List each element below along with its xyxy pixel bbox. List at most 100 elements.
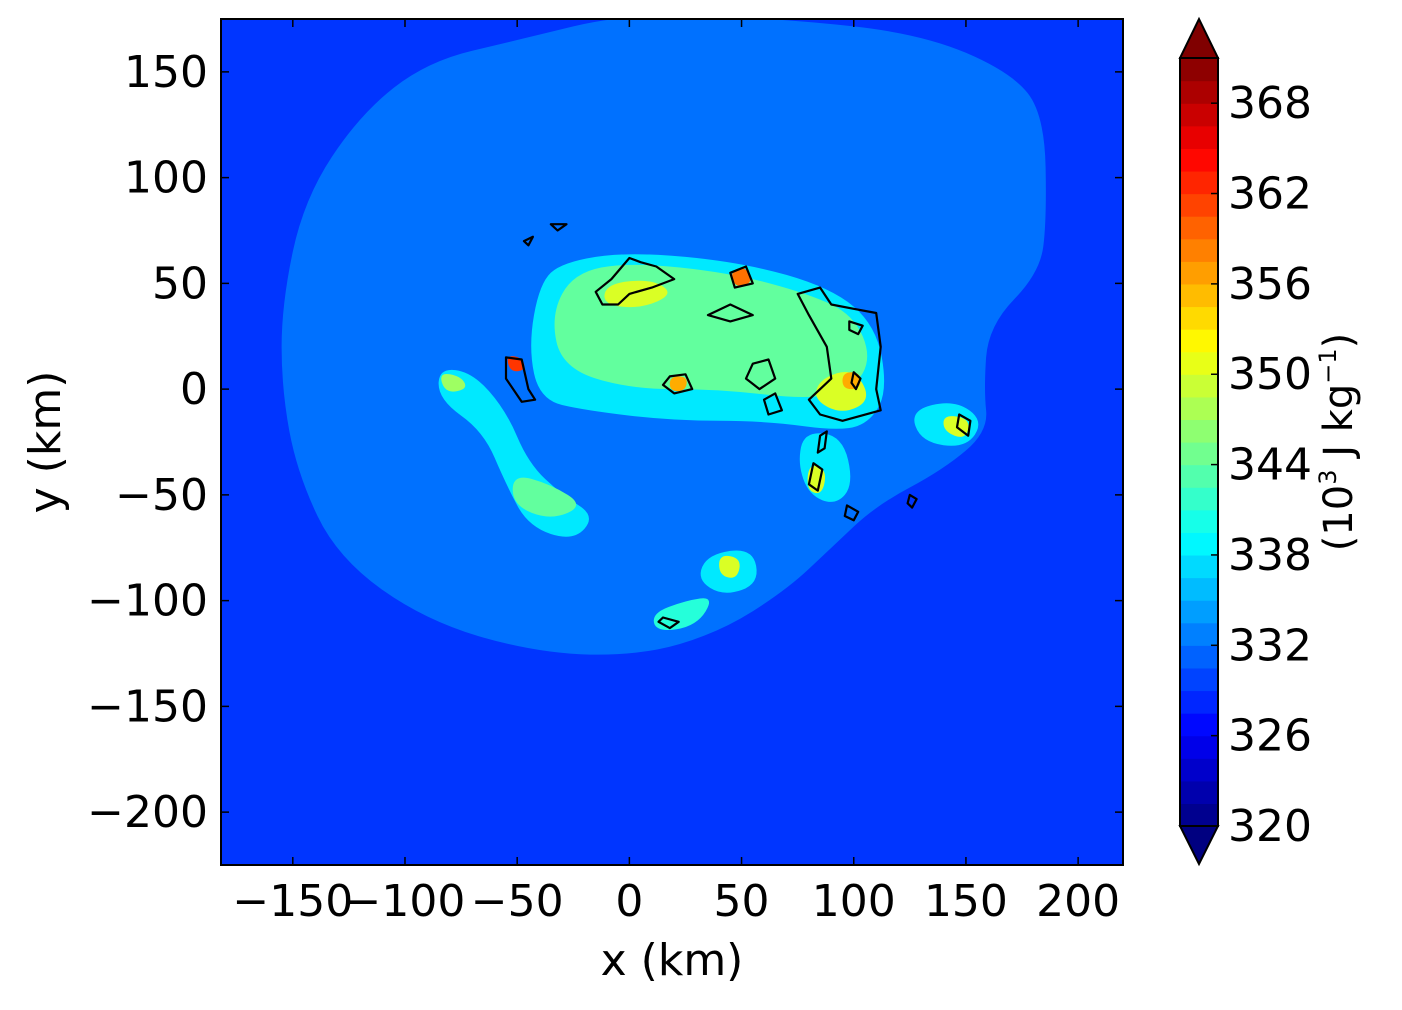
colorbar-tick-label: 326 bbox=[1228, 711, 1312, 762]
colorbar-label-base: (10 bbox=[1316, 485, 1362, 552]
colorbar-extend-max bbox=[1178, 16, 1220, 59]
y-axis: −200 −150 −100 −50 0 50 100 150 bbox=[87, 47, 1123, 838]
colorbar-band bbox=[1180, 351, 1218, 375]
colorbar-label-exp2: −1 bbox=[1314, 348, 1342, 383]
contour-line-5 bbox=[744, 358, 777, 391]
y-tick-label: −50 bbox=[115, 470, 208, 521]
colorbar-tick-label: 332 bbox=[1228, 620, 1312, 671]
colorbar-tick-label: 362 bbox=[1228, 169, 1312, 220]
shaded-region-18 bbox=[669, 376, 687, 392]
contour-line-9 bbox=[807, 462, 824, 492]
colorbar-band bbox=[1180, 103, 1218, 127]
x-tick-label: 100 bbox=[812, 876, 896, 927]
plot-area bbox=[221, 19, 1123, 865]
shaded-region-14 bbox=[719, 555, 740, 578]
contour-line-15 bbox=[549, 223, 568, 232]
colorbar-band bbox=[1180, 487, 1218, 511]
contour-line-6 bbox=[661, 373, 694, 395]
colorbar-band bbox=[1180, 148, 1218, 172]
colorbar-band bbox=[1180, 622, 1218, 646]
contour-line-7 bbox=[762, 392, 784, 416]
y-tick-label: 150 bbox=[124, 47, 208, 98]
colorbar-band bbox=[1180, 554, 1218, 579]
contour-line-16 bbox=[848, 320, 864, 336]
colorbar-frame bbox=[1179, 57, 1219, 827]
colorbar-band bbox=[1180, 803, 1218, 827]
contour-line-3 bbox=[706, 303, 754, 323]
colorbar-band bbox=[1180, 780, 1218, 805]
contour-line-17 bbox=[850, 371, 862, 391]
y-tick-label: 0 bbox=[180, 364, 208, 415]
colorbar-band bbox=[1180, 216, 1218, 240]
colorbar: 320 326 332 338 344 350 356 362 368 bbox=[1178, 16, 1312, 867]
colorbar-tick-label: 344 bbox=[1228, 440, 1312, 491]
contour-line-4 bbox=[796, 286, 882, 422]
colorbar-band bbox=[1180, 600, 1218, 624]
colorbar-band bbox=[1180, 464, 1218, 488]
colorbar-band bbox=[1180, 283, 1218, 308]
contour-line-10 bbox=[843, 504, 860, 522]
colorbar-tick-label: 320 bbox=[1228, 801, 1312, 852]
colorbar-tick-label: 368 bbox=[1228, 78, 1312, 129]
colorbar-band bbox=[1180, 374, 1218, 398]
x-tick-label: 50 bbox=[714, 876, 770, 927]
colorbar-band bbox=[1180, 509, 1218, 533]
colorbar-band bbox=[1180, 193, 1218, 217]
colorbar-band bbox=[1180, 261, 1218, 285]
y-tick-label: −150 bbox=[87, 681, 208, 732]
contour-line-2 bbox=[729, 265, 754, 289]
colorbar-band bbox=[1180, 735, 1218, 759]
shaded-region-15 bbox=[732, 268, 751, 286]
x-axis: −150−100 −50 0 50 100 150 200 bbox=[232, 19, 1120, 927]
colorbar-band bbox=[1180, 442, 1218, 466]
x-tick-label: −150 bbox=[232, 876, 353, 927]
colorbar-label: (103 J kg−1) bbox=[1314, 333, 1362, 552]
colorbar-band bbox=[1180, 238, 1218, 262]
colorbar-band bbox=[1180, 645, 1218, 669]
colorbar-band bbox=[1180, 80, 1218, 104]
y-tick-label: 50 bbox=[152, 258, 208, 309]
colorbar-band bbox=[1180, 419, 1218, 443]
x-tick-label: 200 bbox=[1036, 876, 1120, 927]
colorbar-band bbox=[1180, 58, 1218, 82]
y-tick-label: 100 bbox=[124, 153, 208, 204]
colorbar-band bbox=[1180, 306, 1218, 330]
colorbar-band bbox=[1180, 329, 1218, 353]
colorbar-band bbox=[1180, 125, 1218, 149]
colorbar-label-unit: J kg bbox=[1316, 384, 1362, 470]
y-tick-label: −200 bbox=[87, 787, 208, 838]
colorbar-label-exp1: 3 bbox=[1314, 469, 1342, 484]
colorbar-tick-label: 356 bbox=[1228, 259, 1312, 310]
colorbar-band bbox=[1180, 667, 1218, 692]
colorbar-band bbox=[1180, 690, 1218, 714]
colorbar-band bbox=[1180, 396, 1218, 421]
colorbar-tick-label: 338 bbox=[1228, 530, 1312, 581]
x-tick-label: −100 bbox=[345, 876, 466, 927]
colorbar-label-close: ) bbox=[1316, 333, 1362, 349]
x-tick-label: −50 bbox=[471, 876, 564, 927]
colorbar-tick-label: 350 bbox=[1228, 349, 1312, 400]
colorbar-band bbox=[1180, 713, 1218, 737]
contour-line-12 bbox=[906, 493, 918, 509]
contour-line-11 bbox=[955, 413, 972, 437]
contour-line-1 bbox=[504, 356, 537, 403]
y-axis-label: y (km) bbox=[20, 371, 71, 514]
x-tick-label: 0 bbox=[615, 876, 643, 927]
colorbar-band bbox=[1180, 532, 1218, 556]
contour-line-0 bbox=[594, 256, 676, 306]
contour-line-13 bbox=[657, 616, 680, 630]
shaded-region-11 bbox=[441, 373, 466, 392]
contour-line-14 bbox=[522, 235, 535, 247]
colorbar-band bbox=[1180, 577, 1218, 601]
shaded-region-8 bbox=[653, 598, 710, 630]
y-tick-label: −100 bbox=[87, 576, 208, 627]
shaded-region-4 bbox=[512, 477, 577, 517]
colorbar-band bbox=[1180, 758, 1218, 782]
x-axis-label: x (km) bbox=[601, 935, 744, 986]
colorbar-band bbox=[1180, 170, 1218, 195]
plot-frame bbox=[220, 18, 1124, 866]
contour-line-8 bbox=[816, 430, 828, 454]
contour-lines bbox=[504, 223, 972, 630]
